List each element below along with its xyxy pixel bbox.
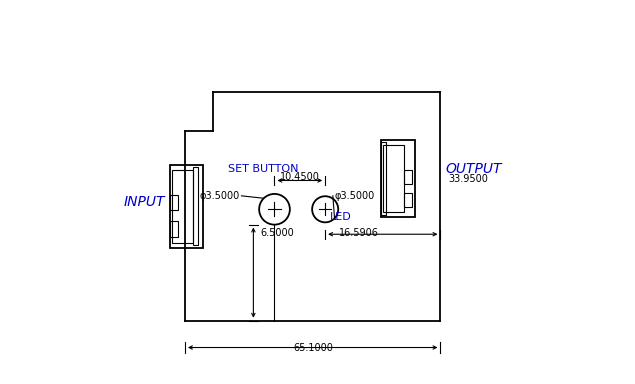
- Bar: [403, 193, 412, 207]
- Bar: [170, 195, 178, 210]
- Bar: [192, 167, 197, 245]
- Text: 33.9500: 33.9500: [448, 174, 488, 184]
- Text: 16.5906: 16.5906: [338, 228, 378, 238]
- Text: OUTPUT: OUTPUT: [445, 162, 502, 176]
- Bar: [170, 221, 178, 237]
- Bar: [172, 170, 192, 243]
- Text: φ3.5000: φ3.5000: [199, 191, 239, 201]
- Text: INPUT: INPUT: [123, 195, 164, 209]
- Text: SET BUTTON: SET BUTTON: [229, 164, 299, 174]
- Bar: [381, 142, 386, 215]
- Bar: [403, 170, 412, 184]
- Text: LED: LED: [330, 212, 352, 222]
- Bar: [381, 140, 415, 217]
- Text: φ3.5000: φ3.5000: [335, 191, 375, 201]
- Bar: [170, 165, 203, 248]
- Bar: [383, 145, 403, 212]
- Text: 6.5000: 6.5000: [261, 228, 295, 238]
- Text: 10.4500: 10.4500: [280, 172, 320, 182]
- Text: 65.1000: 65.1000: [294, 343, 333, 353]
